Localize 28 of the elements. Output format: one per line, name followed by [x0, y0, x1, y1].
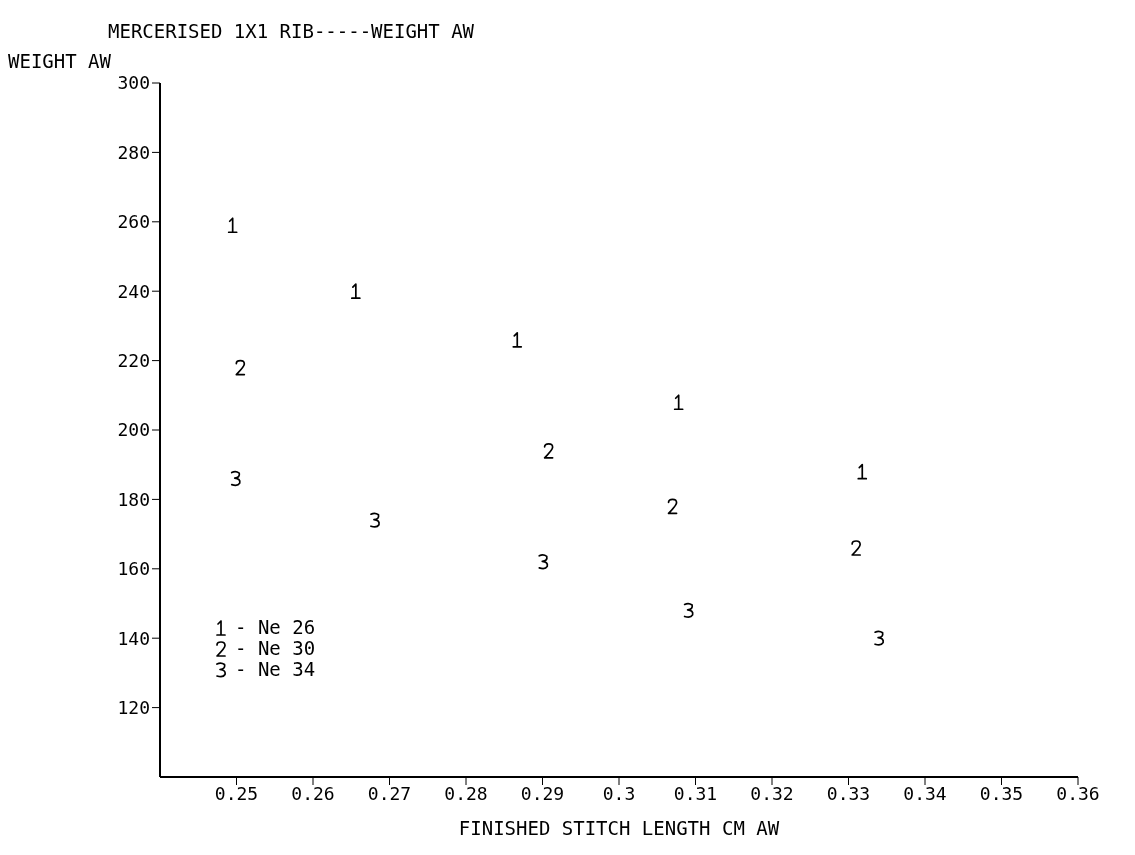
legend-label: - Ne 34 [235, 658, 316, 680]
y-axis-title: WEIGHT AW [8, 50, 111, 72]
x-tick-label: 0.29 [520, 782, 565, 804]
x-tick-label: 0.25 [214, 782, 259, 804]
y-tick-label: 140 [117, 627, 150, 649]
x-axis-title: FINISHED STITCH LENGTH CM AW [458, 817, 780, 839]
y-tick-label: 160 [117, 558, 150, 580]
x-tick-label: 0.34 [903, 782, 947, 804]
legend-label: - Ne 30 [235, 637, 316, 659]
x-tick-label: 0.28 [444, 782, 488, 804]
x-tick-label: 0.3 [602, 782, 636, 804]
x-tick-label: 0.27 [367, 782, 412, 804]
y-tick-label: 260 [117, 211, 150, 233]
y-tick-label: 180 [117, 488, 150, 510]
x-tick-label: 0.36 [1056, 782, 1100, 804]
y-tick-label: 220 [117, 349, 150, 371]
x-tick-label: 0.35 [979, 782, 1024, 804]
legend-label: - Ne 26 [235, 616, 316, 638]
x-tick-label: 0.33 [826, 782, 871, 804]
y-tick-label: 280 [117, 141, 150, 163]
x-tick-label: 0.32 [750, 782, 794, 804]
y-tick-label: 240 [117, 280, 150, 302]
y-tick-label: 300 [117, 72, 150, 94]
x-tick-label: 0.26 [291, 782, 335, 804]
y-tick-label: 200 [117, 419, 150, 441]
chart-title: MERCERISED 1X1 RIB-----WEIGHT AW [108, 20, 475, 42]
x-tick-label: 0.31 [673, 782, 718, 804]
y-tick-label: 120 [117, 696, 150, 718]
